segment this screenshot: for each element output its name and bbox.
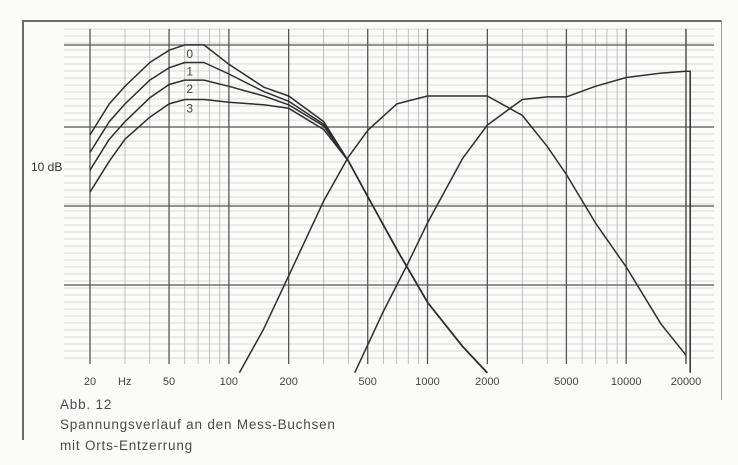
- x-tick-label: 2000: [475, 376, 499, 388]
- curve-3: [89, 98, 488, 374]
- series-label: 0: [186, 47, 193, 61]
- x-tick-label: 20000: [671, 376, 702, 388]
- series-label: 2: [186, 82, 193, 96]
- x-tick-label: 10000: [611, 376, 642, 388]
- x-tick-labels: 20 50 100 200 500 1000 2000 5000 10000 20000: [84, 376, 701, 388]
- curve-band-6: [354, 70, 691, 374]
- frame-border-left: [22, 20, 24, 440]
- series-labels: 0 1 2 3: [186, 47, 193, 116]
- y-axis-label: 10 dB: [31, 160, 62, 174]
- curves: [89, 44, 691, 374]
- curve-band-5: [238, 95, 687, 374]
- x-tick-label: 1000: [415, 376, 439, 388]
- x-unit-label: Hz: [118, 376, 131, 388]
- series-label: 3: [186, 102, 193, 116]
- caption-line-2: mit Orts-Entzerrung: [60, 438, 193, 453]
- x-tick-label: 200: [279, 376, 297, 388]
- x-tick-label: 100: [220, 376, 238, 388]
- x-tick-label: 500: [359, 376, 377, 388]
- series-label: 1: [186, 65, 193, 79]
- grid-minor: [64, 28, 714, 364]
- x-tick-label: 5000: [554, 376, 578, 388]
- x-tick-label: 20: [84, 376, 96, 388]
- frame-border-right: [721, 20, 722, 400]
- figure-number: Abb. 12: [60, 397, 113, 412]
- grid-major: [64, 29, 714, 364]
- frame-border-top: [22, 20, 722, 22]
- caption-line-1: Spannungsverlauf an den Mess-Buchsen: [60, 417, 336, 432]
- x-tick-label: 50: [163, 376, 175, 388]
